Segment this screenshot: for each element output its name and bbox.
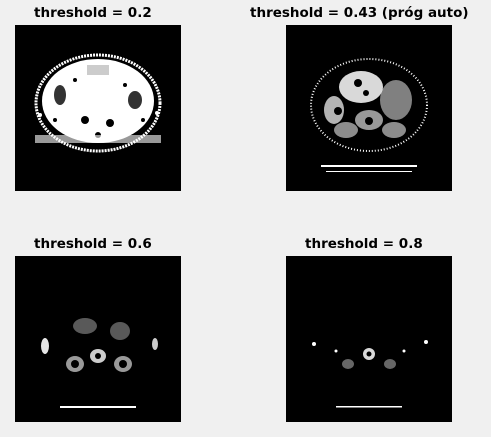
panel-title: threshold = 0.2 xyxy=(34,5,152,21)
ct-slice-threshold-0-2 xyxy=(15,25,181,191)
binary-ct-image xyxy=(15,25,181,191)
panel-title: threshold = 0.8 xyxy=(305,236,423,252)
panel-title: threshold = 0.43 (próg auto) xyxy=(250,5,469,21)
ct-slice-threshold-0-6 xyxy=(15,256,181,422)
panel-title: threshold = 0.6 xyxy=(34,236,152,252)
binary-ct-image xyxy=(286,25,452,191)
binary-ct-image xyxy=(286,256,452,422)
ct-slice-threshold-0-8 xyxy=(286,256,452,422)
ct-slice-threshold-0-43 xyxy=(286,25,452,191)
binary-ct-image xyxy=(15,256,181,422)
